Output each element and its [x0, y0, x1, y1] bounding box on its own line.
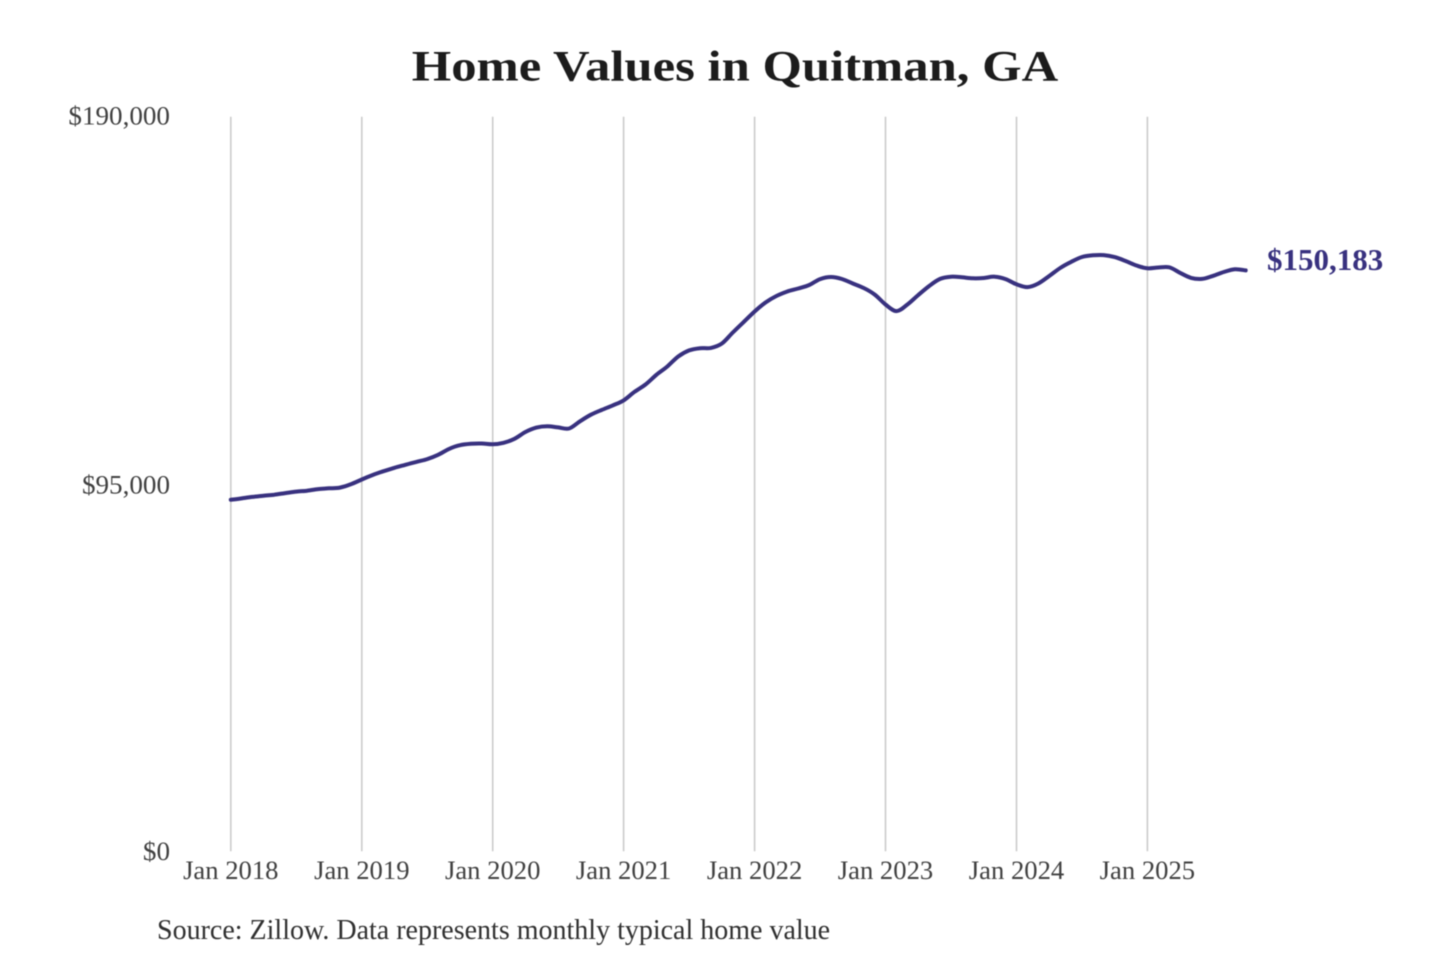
svg-text:$190,000: $190,000 [68, 101, 170, 130]
svg-text:Jan 2021: Jan 2021 [576, 856, 671, 885]
svg-text:$0: $0 [143, 836, 170, 865]
svg-text:Jan 2018: Jan 2018 [183, 856, 278, 885]
svg-text:Jan 2022: Jan 2022 [707, 856, 802, 885]
svg-text:Source: Zillow. Data represent: Source: Zillow. Data represents monthly … [157, 915, 830, 946]
svg-text:Jan 2019: Jan 2019 [314, 856, 409, 885]
svg-text:Jan 2020: Jan 2020 [445, 856, 540, 885]
svg-text:$95,000: $95,000 [82, 470, 170, 499]
svg-text:Home Values in Quitman, GA: Home Values in Quitman, GA [412, 43, 1058, 91]
svg-text:$150,183: $150,183 [1267, 242, 1383, 277]
svg-text:Jan 2023: Jan 2023 [838, 856, 933, 885]
svg-text:Jan 2024: Jan 2024 [969, 856, 1064, 885]
svg-text:Jan 2025: Jan 2025 [1100, 856, 1195, 885]
